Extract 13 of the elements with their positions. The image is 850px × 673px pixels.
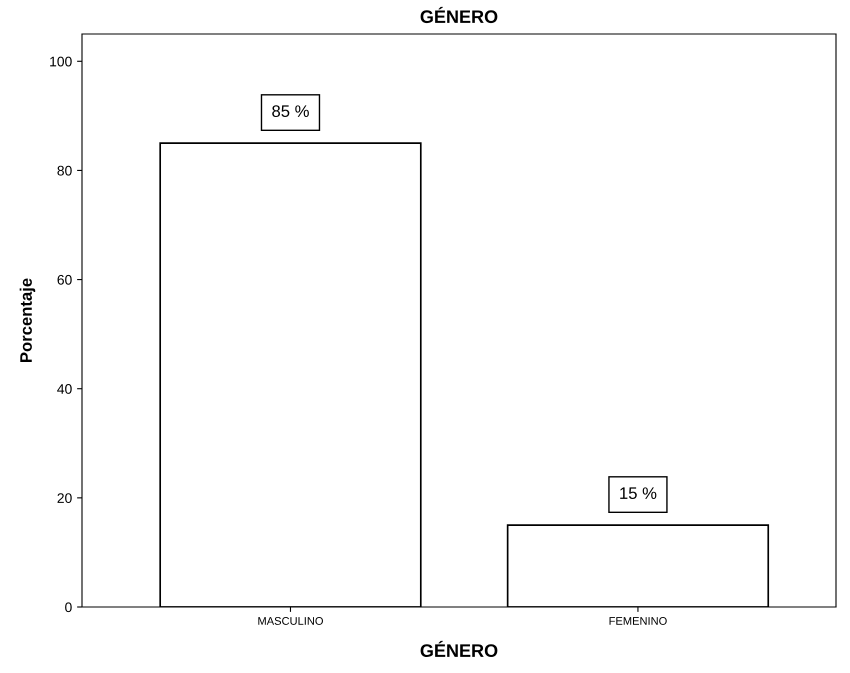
data-label: 85 % xyxy=(272,105,309,118)
y-tick-label: 80 xyxy=(57,166,72,176)
y-axis-title: Porcentaje xyxy=(20,278,36,362)
x-axis-title: GÉNERO xyxy=(420,640,498,658)
y-tick-label: 20 xyxy=(58,493,72,504)
y-tick-label: 0 xyxy=(65,602,72,612)
chart-title: GÉNERO xyxy=(420,6,498,24)
y-tick-label: 60 xyxy=(58,274,72,285)
x-tick-label: FEMENINO xyxy=(610,617,667,625)
y-tick-label: 100 xyxy=(50,56,72,66)
y-tick-label: 40 xyxy=(57,384,72,394)
x-tick-label: MASCULINO xyxy=(258,617,323,625)
data-label: 15 % xyxy=(620,487,656,500)
